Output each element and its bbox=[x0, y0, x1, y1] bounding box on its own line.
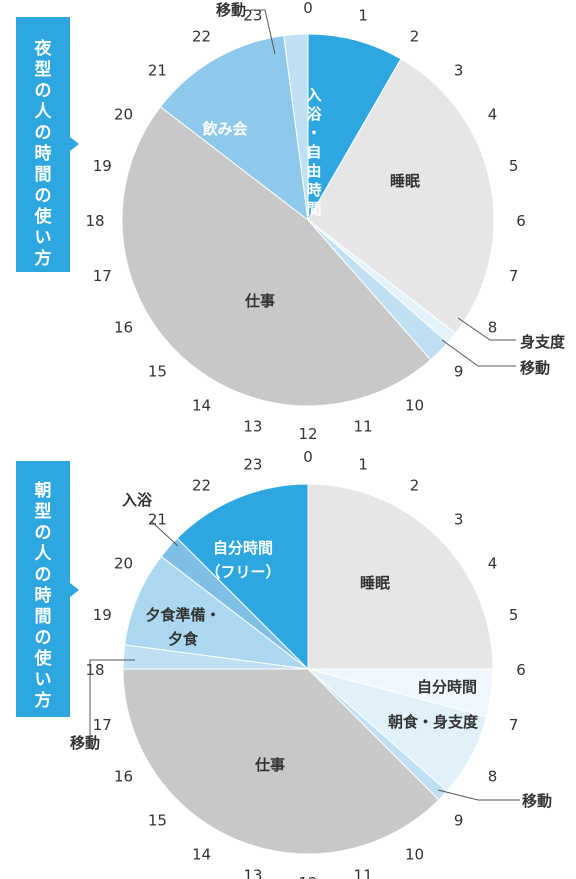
hour-tick-label: 16 bbox=[114, 768, 133, 786]
hour-tick-label: 10 bbox=[405, 397, 424, 415]
callout-line bbox=[441, 339, 516, 367]
night-title-tab: 夜型の人の時間の使い方 bbox=[16, 17, 79, 272]
slice-label: 朝食・身支度 bbox=[388, 713, 479, 731]
hour-tick-label: 0 bbox=[303, 448, 313, 466]
hour-tick-label: 1 bbox=[358, 455, 368, 473]
hour-tick-label: 11 bbox=[354, 418, 373, 436]
callout-line bbox=[89, 659, 135, 735]
slice-label: 仕事 bbox=[244, 292, 275, 310]
night-title: 夜型の人の時間の使い方 bbox=[16, 39, 70, 270]
hour-tick-label: 18 bbox=[85, 212, 104, 230]
hour-tick-label: 9 bbox=[454, 363, 464, 381]
callout-line bbox=[437, 789, 520, 801]
slice-label: 自分時間（フリー） bbox=[205, 539, 280, 581]
pie-slice bbox=[122, 668, 440, 855]
pie-slice bbox=[283, 33, 309, 221]
morning-title: 朝型の人の時間の使い方 bbox=[16, 481, 70, 712]
hour-tick-label: 11 bbox=[354, 867, 373, 879]
hour-tick-label: 15 bbox=[148, 363, 167, 381]
pie-slice bbox=[307, 483, 494, 670]
hour-tick-label: 23 bbox=[243, 6, 262, 24]
hour-tick-label: 2 bbox=[410, 28, 420, 46]
pie-slice bbox=[307, 58, 495, 334]
hour-tick-label: 3 bbox=[454, 61, 464, 79]
hour-tick-label: 21 bbox=[148, 61, 167, 79]
hour-tick-label: 13 bbox=[243, 867, 262, 879]
hour-tick-label: 8 bbox=[488, 319, 498, 337]
hour-tick-label: 7 bbox=[509, 716, 519, 734]
hour-tick-label: 13 bbox=[243, 418, 262, 436]
hour-tick-label: 19 bbox=[93, 606, 112, 624]
hour-tick-label: 4 bbox=[488, 106, 498, 124]
pie-slice bbox=[159, 35, 309, 222]
pie-slice bbox=[307, 33, 402, 222]
slice-label: 飲み会 bbox=[201, 120, 247, 138]
hour-tick-label: 12 bbox=[298, 874, 317, 879]
hour-tick-label: 5 bbox=[509, 157, 519, 175]
hour-tick-label: 14 bbox=[192, 397, 211, 415]
hour-tick-label: 14 bbox=[192, 846, 211, 864]
hour-tick-label: 18 bbox=[85, 661, 104, 679]
morning-title-tab: 朝型の人の時間の使い方 bbox=[16, 461, 79, 717]
hour-tick-label: 19 bbox=[93, 157, 112, 175]
hour-tick-label: 20 bbox=[114, 106, 133, 124]
hour-tick-label: 22 bbox=[192, 477, 211, 495]
morning-title-text: 朝型の人の時間の使い方 bbox=[34, 481, 52, 711]
pie-slice bbox=[176, 483, 309, 671]
hour-tick-label: 7 bbox=[509, 267, 519, 285]
slice-label: 睡眠 bbox=[390, 172, 420, 190]
hour-tick-label: 6 bbox=[516, 661, 526, 679]
morning-pie-chart: 01234567891011121314151617181920212223睡眠… bbox=[70, 448, 552, 879]
hour-tick-label: 15 bbox=[148, 812, 167, 830]
slice-label: 入浴・自由時間 bbox=[306, 86, 322, 218]
callout-label: 移動 bbox=[522, 792, 552, 810]
hour-tick-label: 23 bbox=[243, 455, 262, 473]
pie-slice bbox=[124, 555, 310, 670]
hour-tick-label: 20 bbox=[114, 555, 133, 573]
pie-slice bbox=[121, 106, 432, 407]
hour-tick-label: 22 bbox=[192, 28, 211, 46]
callout-line bbox=[151, 521, 179, 547]
callout-line bbox=[457, 317, 516, 341]
hour-tick-label: 3 bbox=[454, 510, 464, 528]
hour-tick-label: 8 bbox=[488, 768, 498, 786]
hour-tick-label: 9 bbox=[454, 812, 464, 830]
hour-tick-label: 17 bbox=[93, 716, 112, 734]
hour-tick-label: 5 bbox=[509, 606, 519, 624]
hour-tick-label: 17 bbox=[93, 267, 112, 285]
hour-tick-label: 6 bbox=[516, 212, 526, 230]
hour-tick-label: 10 bbox=[405, 846, 424, 864]
slice-label: 睡眠 bbox=[360, 574, 390, 592]
slice-label: 自分時間 bbox=[417, 678, 477, 696]
callout-label: 移動 bbox=[520, 359, 550, 377]
callout-line bbox=[250, 9, 276, 55]
hour-tick-label: 1 bbox=[358, 6, 368, 24]
night-title-text: 夜型の人の時間の使い方 bbox=[34, 39, 52, 269]
slice-label: 夕食準備・夕食 bbox=[145, 606, 220, 648]
callout-label: 移動 bbox=[70, 734, 100, 752]
slice-label: 仕事 bbox=[254, 756, 285, 774]
callout-label: 移動 bbox=[216, 1, 246, 19]
callout-label: 入浴 bbox=[122, 491, 153, 509]
hour-tick-label: 4 bbox=[488, 555, 498, 573]
hour-tick-label: 12 bbox=[298, 425, 317, 443]
hour-tick-label: 2 bbox=[410, 477, 420, 495]
hour-tick-label: 16 bbox=[114, 319, 133, 337]
callout-label: 身支度 bbox=[520, 333, 566, 351]
hour-tick-label: 0 bbox=[303, 0, 313, 17]
night-pie-chart: 0 1234567891011121314151617181920212223入浴… bbox=[85, 0, 566, 443]
hour-tick-label: 21 bbox=[148, 510, 167, 528]
